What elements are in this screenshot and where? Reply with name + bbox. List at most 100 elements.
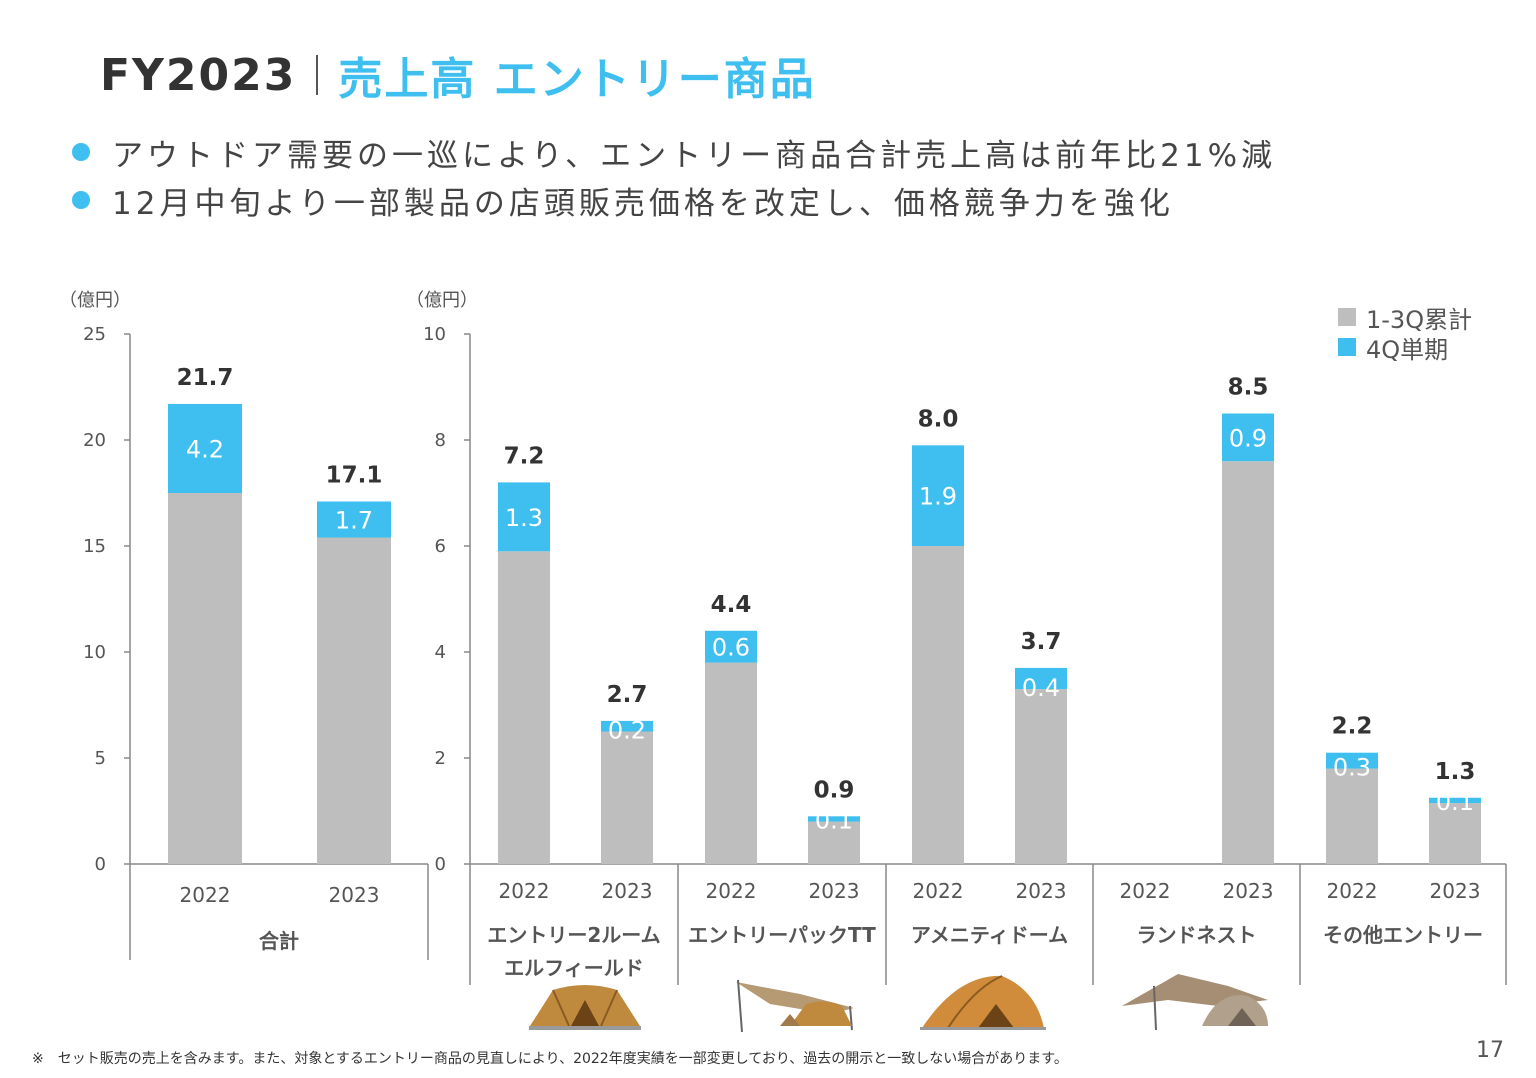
- title-separator: [316, 55, 319, 95]
- bar-segment-q13: [168, 493, 242, 864]
- bar-segment-q4: [1326, 752, 1378, 769]
- bar-segment-q13: [912, 546, 964, 864]
- y-axis-unit-label: （億円）: [406, 290, 478, 311]
- y-tick-label: 0: [435, 854, 446, 875]
- footnote: ※ セット販売の売上を含みます。また、対象とするエントリー商品の見直しにより、2…: [32, 1051, 1068, 1067]
- legend-item-q13: 1-3Q累計: [1338, 302, 1472, 334]
- group-label: 合計: [259, 929, 299, 953]
- data-label-total: 17.1: [326, 462, 383, 488]
- y-tick-label: 25: [83, 324, 106, 345]
- bar-segment-q13: [808, 821, 860, 864]
- bar-segment-q13: [498, 551, 550, 864]
- bar-segment-q4: [317, 501, 391, 538]
- bullet-item: 12月中旬より一部製品の店頭販売価格を改定し、価格競争力を強化: [72, 176, 1276, 224]
- x-tick-label: 2023: [809, 879, 860, 903]
- y-tick-label: 10: [423, 324, 446, 345]
- legend-label: 4Q単期: [1366, 335, 1449, 364]
- tent-elfield-icon: [529, 985, 641, 1030]
- y-tick-label: 6: [435, 536, 446, 557]
- data-label-total: 21.7: [177, 365, 234, 391]
- group-label-line: 合計: [259, 929, 299, 953]
- x-tick-label: 2022: [706, 879, 757, 903]
- y-tick-label: 5: [95, 748, 106, 769]
- bar-segment-q4: [808, 816, 860, 822]
- fiscal-year-label: FY2023: [100, 49, 297, 101]
- page-title: FY2023 売上高 エントリー商品: [100, 40, 816, 110]
- bullet-text: アウトドア需要の一巡により、エントリー商品合計売上高は前年比21%減: [112, 137, 1277, 174]
- title-main: 売上高 エントリー商品: [338, 54, 816, 105]
- data-label-total: 8.0: [918, 406, 959, 432]
- data-label-total: 2.2: [1332, 714, 1373, 740]
- tent-entry-pack-tt-icon: [736, 979, 854, 1033]
- data-label-q4: 0.2: [608, 717, 646, 745]
- group-label: アメニティドーム: [911, 923, 1068, 947]
- y-tick-label: 0: [95, 854, 106, 875]
- y-tick-label: 15: [83, 536, 106, 557]
- summary-bullets: アウトドア需要の一巡により、エントリー商品合計売上高は前年比21%減 12月中旬…: [72, 128, 1276, 224]
- x-tick-label: 2022: [499, 879, 550, 903]
- y-tick-label: 8: [435, 430, 446, 451]
- group-label-line: エントリー2ルーム: [487, 923, 660, 947]
- data-label-q4: 0.3: [1333, 754, 1371, 782]
- bar-segment-q4: [705, 630, 757, 663]
- bar-segment-q4: [498, 482, 550, 552]
- bar-segment-q13: [705, 662, 757, 864]
- bullet-item: アウトドア需要の一巡により、エントリー商品合計売上高は前年比21%減: [72, 128, 1276, 176]
- group-label-line: エントリーパックTT: [688, 923, 876, 947]
- data-label-q4: 0.1: [1436, 788, 1474, 816]
- group-label-line: アメニティドーム: [911, 923, 1068, 947]
- page-number: 17: [1476, 1038, 1504, 1063]
- data-label-total: 3.7: [1021, 629, 1062, 655]
- x-tick-label: 2022: [1327, 879, 1378, 903]
- legend-swatch-q4: [1338, 338, 1356, 356]
- bullet-text: 12月中旬より一部製品の店頭販売価格を改定し、価格競争力を強化: [112, 185, 1174, 222]
- bar-segment-q13: [1222, 461, 1274, 864]
- x-tick-label: 2023: [329, 883, 380, 907]
- data-label-q4: 4.2: [186, 435, 224, 463]
- chart-legend: 1-3Q累計 4Q単期: [1338, 302, 1472, 364]
- tent-amenity-dome-icon: [920, 975, 1046, 1030]
- data-label-total: 2.7: [607, 682, 648, 708]
- y-tick-label: 4: [435, 642, 446, 663]
- bar-segment-q13: [1015, 689, 1067, 864]
- y-axis-unit-label: （億円）: [59, 290, 131, 311]
- bar-segment-q13: [1326, 768, 1378, 864]
- bar-segment-q4: [912, 445, 964, 546]
- group-label: ランドネスト: [1137, 923, 1257, 947]
- bullet-dot-icon: [72, 143, 90, 161]
- data-label-q4: 1.3: [505, 504, 543, 532]
- group-label-line: エルフィールド: [504, 956, 644, 980]
- bar-segment-q13: [601, 731, 653, 864]
- x-tick-label: 2022: [1120, 879, 1171, 903]
- legend-item-q4: 4Q単期: [1338, 332, 1472, 364]
- x-tick-label: 2022: [913, 879, 964, 903]
- bullet-dot-icon: [72, 191, 90, 209]
- data-label-total: 7.2: [504, 443, 545, 469]
- x-tick-label: 2023: [1430, 879, 1481, 903]
- data-label-total: 1.3: [1435, 759, 1476, 785]
- data-label-q4: 0.6: [712, 634, 750, 662]
- data-label-total: 8.5: [1228, 375, 1269, 401]
- bar-segment-q4: [1222, 413, 1274, 462]
- x-tick-label: 2023: [602, 879, 653, 903]
- x-tick-label: 2023: [1016, 879, 1067, 903]
- group-label: エントリーパックTT: [688, 923, 876, 947]
- x-tick-label: 2023: [1223, 879, 1274, 903]
- group-label-line: その他エントリー: [1323, 923, 1483, 947]
- y-tick-label: 20: [83, 430, 106, 451]
- y-tick-label: 10: [83, 642, 106, 663]
- legend-swatch-q13: [1338, 308, 1356, 326]
- x-tick-label: 2022: [180, 883, 231, 907]
- bar-segment-q4: [601, 720, 653, 732]
- bar-segment-q4: [168, 403, 242, 493]
- y-tick-label: 2: [435, 748, 446, 769]
- tent-land-nest-icon: [1122, 974, 1268, 1031]
- group-label: その他エントリー: [1323, 923, 1483, 947]
- bar-segment-q4: [1015, 667, 1067, 690]
- data-label-q4: 1.9: [919, 483, 957, 511]
- data-label-q4: 1.7: [335, 507, 373, 535]
- group-label-line: ランドネスト: [1137, 923, 1257, 947]
- data-label-q4: 0.9: [1229, 424, 1267, 452]
- data-label-total: 4.4: [711, 592, 752, 618]
